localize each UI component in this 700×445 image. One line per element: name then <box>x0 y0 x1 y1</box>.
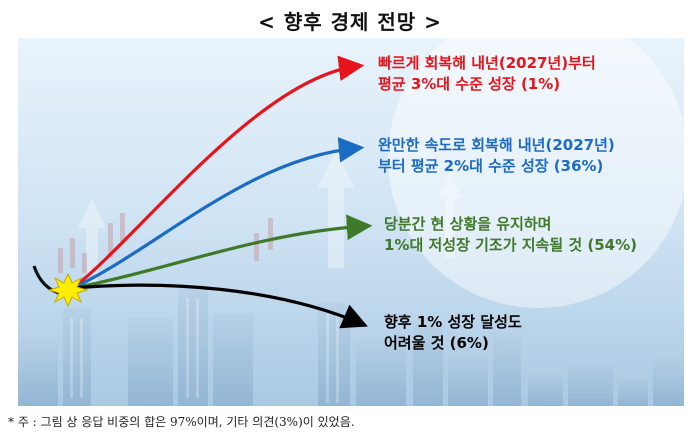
scenario-label-1-line2: 평균 3%대 수준 성장 (1%) <box>378 75 561 93</box>
turning-point-burst <box>47 272 89 308</box>
scenario-label-1: 빠르게 회복해 내년(2027년)부터 평균 3%대 수준 성장 (1%) <box>378 53 596 95</box>
scenario-label-3: 당분간 현 상황을 유지하며 1%대 저성장 기조가 지속될 것 (54%) <box>384 214 637 256</box>
scenario-label-4-line2: 어려울 것 (6%) <box>384 334 489 352</box>
outlook-diagram: 빠르게 회복해 내년(2027년)부터 평균 3%대 수준 성장 (1%) 완만… <box>18 38 684 406</box>
scenario-line-2 <box>72 137 365 290</box>
scenario-label-4: 향후 1% 성장 달성도 어려울 것 (6%) <box>384 312 522 354</box>
page-title: < 향후 경제 전망 > <box>258 10 442 34</box>
scenario-label-2: 완만한 속도로 회복해 내년(2027년) 부터 평균 2%대 수준 성장 (3… <box>378 135 615 177</box>
scenario-line-4 <box>72 283 368 329</box>
scenario-label-2-line1: 완만한 속도로 회복해 내년(2027년) <box>378 136 615 154</box>
scenario-line-3 <box>72 214 373 290</box>
scenario-label-3-line2: 1%대 저성장 기조가 지속될 것 (54%) <box>384 236 637 254</box>
background-illustration <box>18 38 684 406</box>
scenario-label-3-line1: 당분간 현 상황을 유지하며 <box>384 215 552 233</box>
scenario-label-1-line1: 빠르게 회복해 내년(2027년)부터 <box>378 54 596 72</box>
scenario-label-2-line2: 부터 평균 2%대 수준 성장 (36%) <box>378 157 604 175</box>
scenario-line-1 <box>72 55 365 290</box>
scenario-label-4-line1: 향후 1% 성장 달성도 <box>384 313 522 331</box>
footnote: * 주 : 그림 상 응답 비중의 합은 97%이며, 기타 의견(3%)이 있… <box>8 415 355 429</box>
